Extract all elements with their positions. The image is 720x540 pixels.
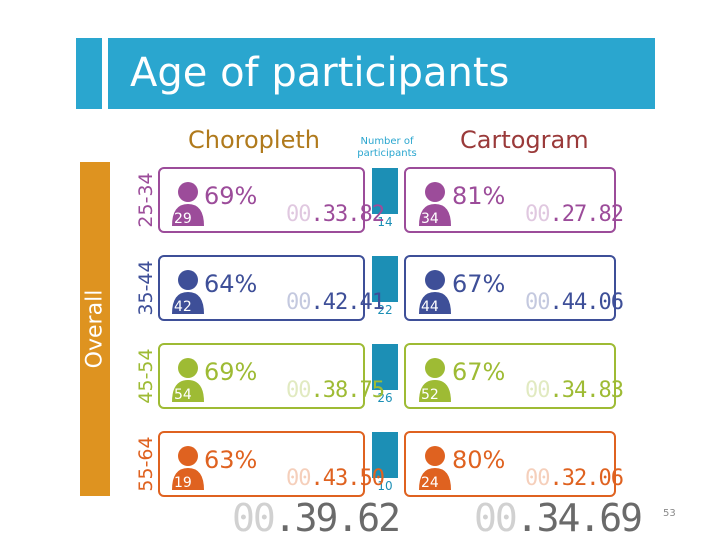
- age-group-label: 45-54: [135, 348, 157, 404]
- choropleth-percent: 64%: [204, 270, 258, 298]
- person-icon: [170, 444, 206, 490]
- cartogram-time: 00.32.06: [525, 466, 624, 491]
- cartogram-participants: 24: [421, 475, 439, 491]
- choropleth-percent: 63%: [204, 446, 258, 474]
- cartogram-participants: 44: [421, 299, 439, 315]
- choropleth-participants: 29: [174, 211, 192, 227]
- participant-count: 10: [377, 479, 393, 493]
- participant-count-bar: [372, 344, 398, 390]
- cartogram-row-frame: [404, 167, 616, 233]
- person-icon: [417, 268, 453, 314]
- choropleth-row-frame: [158, 255, 365, 321]
- choropleth-row-frame: [158, 167, 365, 233]
- participant-count-bar: [372, 256, 398, 302]
- age-group-label: 55-64: [135, 436, 157, 492]
- person-icon: [417, 180, 453, 226]
- person-icon: [170, 356, 206, 402]
- overall-bar: [80, 162, 110, 496]
- choropleth-participants: 19: [174, 475, 192, 491]
- person-icon: [417, 356, 453, 402]
- age-group-label: 35-44: [135, 260, 157, 316]
- age-group-label: 25-34: [135, 172, 157, 228]
- cartogram-percent: 81%: [452, 182, 506, 210]
- person-icon: [170, 180, 206, 226]
- participant-count: 26: [377, 391, 393, 405]
- choropleth-row-frame: [158, 343, 365, 409]
- choropleth-percent: 69%: [204, 182, 258, 210]
- person-icon: [417, 444, 453, 490]
- participant-count: 22: [377, 303, 393, 317]
- cartogram-row-frame: [404, 431, 616, 497]
- participant-count-bar: [372, 432, 398, 478]
- choropleth-time: 00.33.82: [286, 202, 385, 227]
- person-icon: [170, 268, 206, 314]
- cartogram-percent: 67%: [452, 358, 506, 386]
- cartogram-overall-time: 00.34.69: [474, 496, 643, 540]
- choropleth-row-frame: [158, 431, 365, 497]
- cartogram-time: 00.34.83: [525, 378, 624, 403]
- participant-count: 14: [377, 215, 393, 229]
- choropleth-time: 00.38.75: [286, 378, 385, 403]
- choropleth-overall-time: 00.39.62: [232, 496, 401, 540]
- overall-label: Overall: [82, 289, 108, 369]
- slide-title: Age of participants: [130, 50, 510, 96]
- choropleth-participants: 42: [174, 299, 192, 315]
- cartogram-time: 00.27.82: [525, 202, 624, 227]
- cartogram-participants: 52: [421, 387, 439, 403]
- cartogram-row-frame: [404, 255, 616, 321]
- choropleth-percent: 69%: [204, 358, 258, 386]
- choropleth-time: 00.42.41: [286, 290, 385, 315]
- cartogram-percent: 67%: [452, 270, 506, 298]
- choropleth-participants: 54: [174, 387, 192, 403]
- participants-header: Number of participants: [357, 136, 417, 159]
- choropleth-time: 00.43.50: [286, 466, 385, 491]
- choropleth-header: Choropleth: [188, 126, 320, 154]
- cartogram-header: Cartogram: [460, 126, 589, 154]
- cartogram-percent: 80%: [452, 446, 506, 474]
- participant-count-bar: [372, 168, 398, 214]
- cartogram-time: 00.44.06: [525, 290, 624, 315]
- title-accent-bar: [76, 38, 102, 109]
- cartogram-participants: 34: [421, 211, 439, 227]
- title-bar: Age of participants: [108, 38, 655, 109]
- cartogram-row-frame: [404, 343, 616, 409]
- slide-number: 53: [663, 508, 676, 519]
